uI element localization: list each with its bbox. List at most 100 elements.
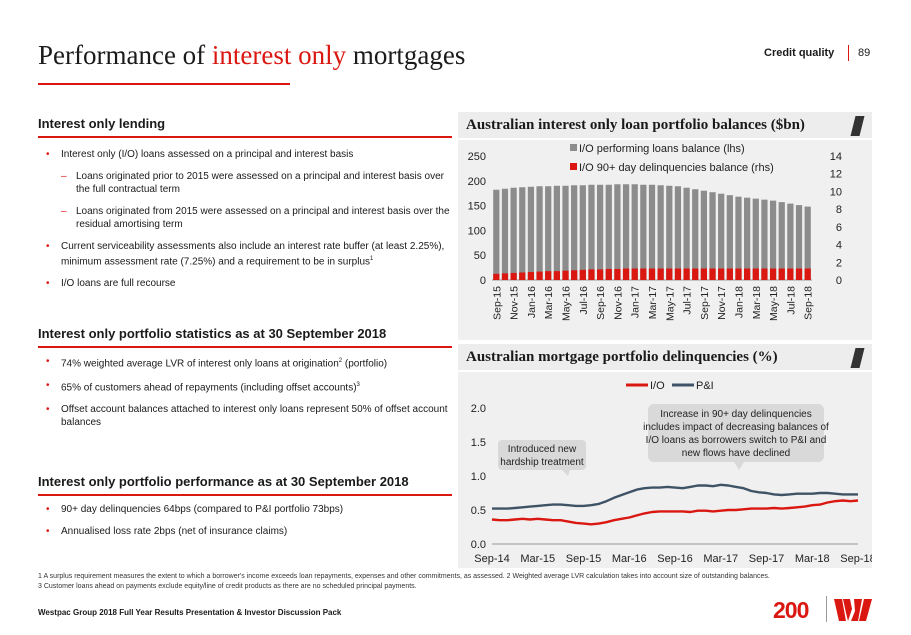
io-balance-bar (622, 184, 630, 280)
series-line-io (491, 499, 859, 526)
x-tick-label: Sep-17 (699, 286, 711, 320)
io-balance-bar (692, 189, 699, 280)
annotation-pointer-hardship (562, 470, 570, 476)
list-item: 74% weighted average LVR of interest onl… (46, 355, 450, 371)
list-item: Annualised loss rate 2bps (net of insura… (46, 525, 450, 539)
io-balance-bar (795, 205, 803, 280)
annotation-text-increase-1: Increase in 90+ day delinquencies (660, 409, 812, 420)
legend-swatch-delinquency (570, 163, 577, 170)
y-right-tick-label: 0 (836, 275, 842, 287)
io-balance-bar (648, 184, 656, 280)
x-tick-label: May-18 (768, 286, 780, 321)
x-tick-label: Mar-16 (612, 553, 647, 565)
io-balance-bar (596, 184, 604, 280)
io-balance-bar (744, 197, 751, 280)
io-delinquency-bar (683, 268, 690, 280)
io-balance-bar (787, 203, 794, 280)
anniversary-logo: 200 (773, 597, 809, 623)
io-delinquency-bar (769, 268, 777, 280)
io-balance-chart-svg: 0 50 100 150 200 250 0 2 4 6 8 10 12 14 Sep-15 Nov-15 Ja… (468, 143, 842, 321)
io-balance-bar (571, 185, 578, 280)
io-delinquency-bar (700, 268, 708, 280)
y-left-tick-label: 150 (468, 201, 486, 213)
x-tick-label: Jul-18 (785, 286, 797, 315)
y-tick-label: 2.0 (471, 403, 486, 415)
x-tick-label: Sep-17 (749, 553, 784, 565)
y-left-tick-label: 200 (468, 176, 486, 188)
x-tick-label: Nov-17 (716, 286, 728, 320)
section-divider (848, 45, 849, 61)
io-delinquency-bar (614, 268, 621, 280)
delinquency-chart-title: Australian mortgage portfolio delinquenc… (458, 344, 872, 370)
y-tick-label: 1.5 (471, 437, 486, 449)
io-delinquency-bar (674, 268, 682, 280)
slash-icon (850, 348, 865, 368)
io-delinquency-bar (622, 268, 630, 280)
io-delinquency-bar (735, 268, 742, 280)
io-delinquency-bar (752, 268, 759, 280)
x-tick-label: Jan-17 (630, 286, 642, 318)
io-delinquency-bar (545, 271, 552, 280)
io-delinquency-bar (519, 272, 526, 280)
list-item: 90+ day delinquencies 64bps (compared to… (46, 503, 450, 517)
x-tick-label: Jan-18 (733, 286, 745, 318)
x-tick-label: Mar-18 (795, 553, 830, 565)
list-item: Current serviceability assessments also … (46, 240, 450, 269)
io-balance-bar (605, 184, 612, 280)
annotation-text-increase-4: new flows have declined (682, 448, 790, 459)
performance-bullets: 90+ day delinquencies 64bps (compared to… (46, 503, 450, 546)
io-delinquency-bar (761, 268, 768, 280)
footer-text: Westpac Group 2018 Full Year Results Pre… (38, 608, 342, 617)
y-right-tick-label: 14 (830, 151, 842, 163)
x-tick-label: Sep-16 (595, 286, 607, 320)
annotation-text-increase-3: I/O loans as borrowers switch to P&I and (646, 435, 827, 446)
io-balance-bar (553, 185, 560, 280)
x-tick-label: Sep-18 (803, 286, 815, 320)
io-balance-bar (726, 195, 733, 280)
delinquency-chart: Introduced new hardship treatment Increase… (458, 372, 876, 568)
footnote-2: 3 Customer loans ahead on payments exclu… (38, 583, 417, 590)
stats-heading: Interest only portfolio statistics as at… (38, 326, 452, 348)
delinquency-chart-svg: Introduced new hardship treatment Increase… (471, 380, 876, 565)
io-delinquency-bar (640, 268, 647, 280)
x-tick-label: Jul-16 (578, 286, 590, 315)
y-right-tick-label: 8 (836, 204, 842, 216)
io-delinquency-bar (648, 268, 656, 280)
io-balance-chart-title: Australian interest only loan portfolio … (458, 112, 872, 138)
logo-divider (826, 596, 827, 622)
y-right-tick-label: 10 (830, 186, 842, 198)
footnote-1: 1 A surplus requirement measures the ext… (38, 573, 770, 580)
io-balance-bar (674, 186, 682, 280)
slash-icon (850, 116, 865, 136)
io-delinquency-bar (571, 270, 578, 280)
io-delinquency-bar (726, 268, 733, 280)
legend-label-pi: P&I (696, 380, 714, 392)
io-balance-bar (527, 186, 535, 280)
io-delinquency-bar (527, 272, 535, 280)
list-sub-item: Loans originated from 2015 were assessed… (46, 205, 450, 232)
x-tick-label: Mar-18 (751, 286, 763, 319)
x-tick-label: Nov-15 (509, 286, 521, 320)
annotation-text-hardship-2: hardship treatment (500, 457, 584, 468)
x-tick-label: Sep-16 (657, 553, 692, 565)
section-label: Credit quality (764, 47, 835, 59)
io-balance-bar (640, 184, 647, 280)
io-balance-bar (683, 187, 690, 280)
x-tick-label: Nov-16 (612, 286, 624, 320)
io-delinquency-bar (596, 269, 604, 280)
annotation-pointer-increase (734, 462, 744, 470)
legend-label-balance: I/O performing loans balance (lhs) (579, 143, 745, 155)
annotation-text-hardship-1: Introduced new (508, 444, 577, 455)
io-delinquency-bar (744, 268, 751, 280)
y-left-tick-label: 0 (480, 275, 486, 287)
lending-bullets: Interest only (I/O) loans assessed on a … (46, 148, 450, 298)
io-balance-bar (666, 185, 673, 280)
x-tick-label: Sep-15 (566, 553, 601, 565)
io-balance-bar (519, 187, 526, 280)
io-delinquency-bar (795, 268, 803, 280)
io-balance-bar (769, 200, 777, 280)
y-tick-label: 0.0 (471, 539, 486, 551)
x-tick-label: Mar-17 (703, 553, 738, 565)
x-tick-label: Sep-15 (491, 286, 503, 320)
io-delinquency-bar (631, 268, 638, 280)
